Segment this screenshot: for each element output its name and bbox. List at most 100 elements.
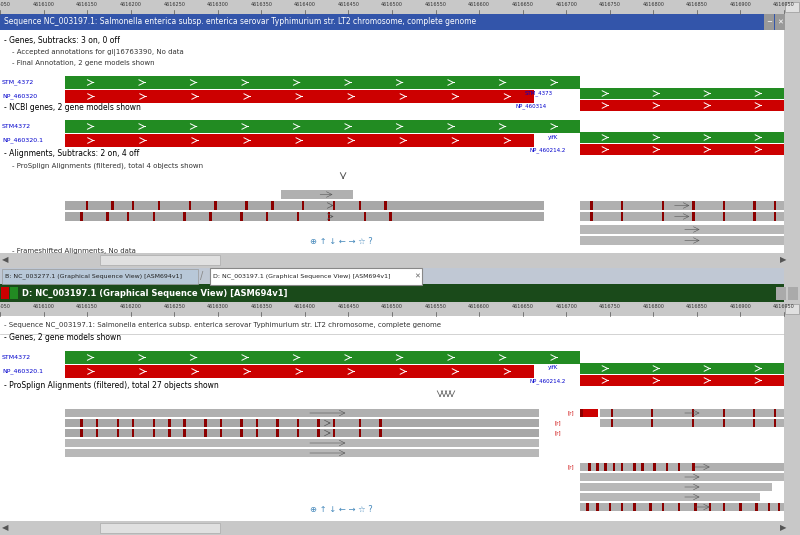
Bar — [65, 76, 580, 89]
Bar — [183, 429, 186, 437]
Bar — [168, 429, 170, 437]
Bar — [709, 503, 711, 511]
Bar — [785, 304, 799, 314]
Bar — [333, 419, 335, 427]
Text: ◀: ◀ — [2, 256, 9, 264]
Bar — [65, 90, 534, 103]
Text: NP_460320.1: NP_460320.1 — [2, 369, 43, 374]
Text: yifK: yifK — [548, 134, 558, 140]
Text: - Alignments, Subtracks: 2 on, 4 off: - Alignments, Subtracks: 2 on, 4 off — [4, 149, 139, 158]
Bar — [86, 201, 88, 210]
Text: ✕: ✕ — [414, 273, 420, 279]
Text: /: / — [200, 271, 203, 281]
Text: NP_460214.2: NP_460214.2 — [530, 378, 566, 384]
Bar — [255, 429, 258, 437]
Bar — [774, 419, 776, 427]
Bar — [297, 212, 299, 221]
Bar — [784, 268, 800, 535]
Bar — [246, 201, 248, 210]
Bar — [774, 409, 776, 417]
Bar — [580, 225, 784, 234]
Bar — [379, 429, 382, 437]
Text: [r]: [r] — [554, 431, 561, 435]
Text: - ProSplign Alignments (filtered), total 27 objects shown: - ProSplign Alignments (filtered), total… — [4, 380, 218, 389]
Bar — [255, 419, 258, 427]
Bar — [610, 409, 613, 417]
Text: - NCBI genes, 2 gene models shown: - NCBI genes, 2 gene models shown — [4, 103, 141, 111]
Bar — [776, 287, 786, 300]
Bar — [580, 493, 759, 501]
Bar — [111, 201, 114, 210]
Bar — [580, 483, 772, 491]
Bar — [609, 503, 611, 511]
Bar — [580, 409, 583, 417]
Bar — [754, 419, 755, 427]
Bar — [775, 14, 785, 30]
Bar — [586, 503, 589, 511]
Bar — [100, 523, 220, 533]
Bar — [723, 212, 726, 221]
Bar — [692, 201, 694, 210]
Bar — [0, 0, 784, 14]
Bar — [153, 212, 155, 221]
Text: - Genes, Subtracks: 3 on, 0 off: - Genes, Subtracks: 3 on, 0 off — [4, 35, 120, 44]
Text: NP_460320.1: NP_460320.1 — [2, 137, 43, 143]
Text: ✕: ✕ — [777, 19, 783, 25]
Bar — [580, 201, 784, 210]
Bar — [580, 236, 784, 245]
Bar — [662, 212, 664, 221]
Text: ⊕ ↑ ↓ ← → ☆ ?: ⊕ ↑ ↓ ← → ☆ ? — [310, 236, 373, 246]
Bar — [214, 201, 217, 210]
Bar — [694, 503, 697, 511]
Text: −: − — [766, 19, 772, 25]
Bar — [768, 503, 770, 511]
Bar — [126, 212, 130, 221]
Text: - Sequence NC_003197.1: Salmonella enterica subsp. enterica serovar Typhimurium : - Sequence NC_003197.1: Salmonella enter… — [4, 322, 441, 328]
Text: 4616850: 4616850 — [686, 3, 708, 7]
Text: - Frameshifted Alignments, No data: - Frameshifted Alignments, No data — [12, 248, 136, 254]
Text: 4616600: 4616600 — [468, 304, 490, 310]
Bar — [384, 201, 387, 210]
Bar — [65, 429, 539, 437]
Bar — [764, 14, 774, 30]
Bar — [662, 201, 664, 210]
Bar — [785, 2, 799, 12]
Text: D: NC_003197.1 (Graphical Sequence View) [ASM694v1]: D: NC_003197.1 (Graphical Sequence View)… — [22, 288, 287, 297]
Text: 4616950: 4616950 — [773, 3, 795, 7]
Bar — [621, 201, 623, 210]
Bar — [153, 429, 155, 437]
Text: 4616250: 4616250 — [163, 3, 185, 7]
Text: - Genes, 2 gene models shown: - Genes, 2 gene models shown — [4, 333, 121, 342]
Bar — [692, 463, 694, 471]
Text: 4616700: 4616700 — [555, 304, 577, 310]
Text: NP_460214.2: NP_460214.2 — [530, 147, 566, 153]
Bar — [204, 429, 206, 437]
Text: - ProSplign Alignments (filtered), total 4 objects shown: - ProSplign Alignments (filtered), total… — [12, 163, 203, 169]
Bar — [600, 409, 784, 417]
Bar — [590, 212, 593, 221]
Bar — [754, 212, 756, 221]
Bar — [318, 429, 320, 437]
Bar — [633, 463, 635, 471]
Bar — [580, 132, 784, 143]
Bar — [65, 134, 534, 147]
Bar — [183, 419, 186, 427]
Bar — [297, 419, 299, 427]
Bar — [282, 190, 354, 199]
Text: - Final Annotation, 2 gene models shown: - Final Annotation, 2 gene models shown — [12, 60, 154, 66]
Bar — [65, 449, 539, 457]
Bar — [0, 253, 784, 267]
Text: 4616900: 4616900 — [730, 3, 751, 7]
Bar — [96, 419, 98, 427]
Bar — [613, 463, 615, 471]
Bar — [65, 120, 580, 133]
Bar — [328, 212, 330, 221]
Bar — [210, 212, 212, 221]
Text: ◀: ◀ — [2, 524, 9, 532]
Text: 4616100: 4616100 — [33, 304, 54, 310]
Bar — [65, 419, 539, 427]
Bar — [580, 100, 784, 111]
Bar — [276, 419, 278, 427]
Bar — [358, 419, 361, 427]
Bar — [590, 201, 593, 210]
